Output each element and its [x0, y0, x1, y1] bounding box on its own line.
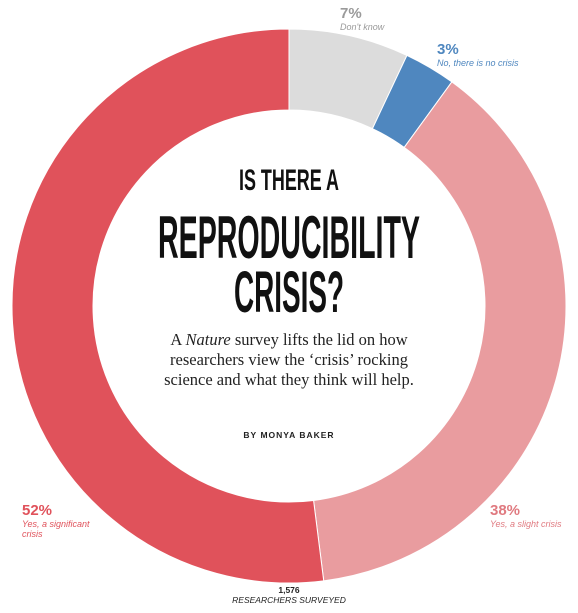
value-label: 38%	[490, 502, 521, 519]
title-line: CRISIS?	[234, 260, 344, 325]
byline: BY MONYA BAKER	[243, 430, 335, 440]
category-label: Don't know	[340, 22, 385, 32]
subtitle: A Nature survey lifts the lid on how res…	[164, 330, 414, 390]
category-label: No, there is no crisis	[437, 58, 519, 68]
sample-size: 1,576	[278, 585, 300, 595]
title-line: IS THERE A	[239, 164, 339, 197]
slice-label: 3% No, there is no crisis	[437, 41, 547, 69]
value-label: 7%	[340, 5, 362, 22]
subtitle-text: A	[170, 330, 182, 349]
subtitle-italic: Nature	[185, 330, 231, 349]
category-label: Yes, a slight crisis	[490, 519, 562, 529]
slice-label: 7% Don't know	[340, 5, 420, 33]
title-line: REPRODUCIBILITY	[158, 204, 420, 271]
slice-label: 52% Yes, a significant crisis	[22, 502, 102, 540]
slice	[313, 81, 567, 582]
slice-label: 38% Yes, a slight crisis	[490, 502, 570, 530]
subtitle-text: survey lifts the lid on how researchers …	[164, 330, 414, 389]
value-label: 52%	[22, 502, 53, 519]
sample-label: RESEARCHERS SURVEYED	[232, 595, 346, 605]
category-label: Yes, a significant crisis	[22, 519, 90, 539]
slice	[11, 28, 325, 584]
value-label: 3%	[437, 41, 459, 58]
sample: 1,576 RESEARCHERS SURVEYED	[189, 585, 389, 605]
